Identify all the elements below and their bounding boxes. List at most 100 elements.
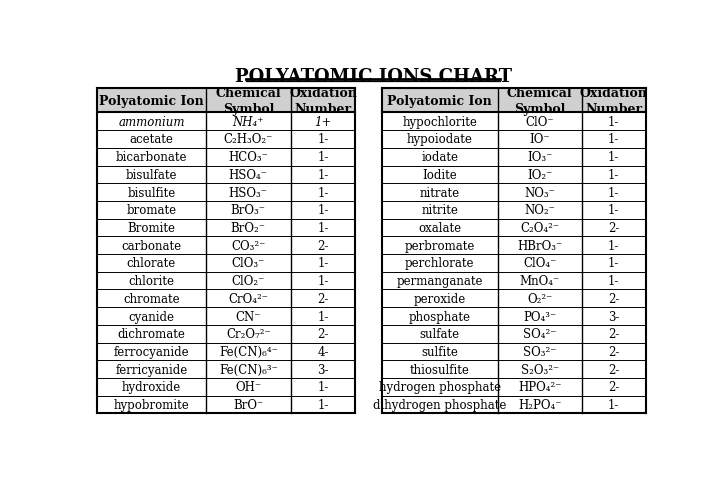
Text: C₂H₃O₂⁻: C₂H₃O₂⁻ — [223, 133, 273, 146]
Text: carbonate: carbonate — [122, 239, 181, 252]
Text: Cr₂O₇²⁻: Cr₂O₇²⁻ — [226, 328, 271, 341]
Text: dichromate: dichromate — [117, 328, 186, 341]
Text: 2-: 2- — [608, 221, 620, 234]
Text: Chemical
Symbol: Chemical Symbol — [215, 86, 281, 115]
Text: MnO₄⁻: MnO₄⁻ — [520, 275, 560, 288]
Text: NH₄⁺: NH₄⁺ — [232, 116, 264, 128]
Text: H₂PO₄⁻: H₂PO₄⁻ — [518, 398, 561, 411]
Text: 1+: 1+ — [314, 116, 332, 128]
Text: 1-: 1- — [608, 168, 620, 181]
Text: Fe(CN)₆⁴⁻: Fe(CN)₆⁴⁻ — [219, 345, 278, 358]
Text: 3-: 3- — [608, 310, 620, 323]
Text: permanganate: permanganate — [397, 275, 483, 288]
Text: Polyatomic Ion: Polyatomic Ion — [387, 94, 492, 107]
Text: cyanide: cyanide — [128, 310, 175, 323]
Text: 1-: 1- — [317, 186, 329, 199]
Text: 2-: 2- — [608, 345, 620, 358]
Text: chlorite: chlorite — [128, 275, 175, 288]
Text: chlorate: chlorate — [127, 257, 176, 270]
Text: Iodite: Iodite — [422, 168, 457, 181]
Text: Fe(CN)₆³⁻: Fe(CN)₆³⁻ — [219, 363, 278, 376]
Text: 1-: 1- — [608, 239, 620, 252]
Text: O₂²⁻: O₂²⁻ — [527, 292, 553, 305]
Text: 1-: 1- — [317, 133, 329, 146]
Text: 1-: 1- — [317, 398, 329, 411]
Text: SO₃²⁻: SO₃²⁻ — [523, 345, 556, 358]
Text: 1-: 1- — [317, 204, 329, 217]
Text: 1-: 1- — [608, 398, 620, 411]
Text: 1-: 1- — [317, 381, 329, 394]
Text: hydrogen phosphate: hydrogen phosphate — [379, 381, 501, 394]
Text: Bromite: Bromite — [127, 221, 175, 234]
Text: dihydrogen phosphate: dihydrogen phosphate — [373, 398, 507, 411]
Text: 1-: 1- — [317, 257, 329, 270]
Text: perbromate: perbromate — [405, 239, 475, 252]
Text: Oxidation
Number: Oxidation Number — [579, 86, 648, 115]
Text: SO₄²⁻: SO₄²⁻ — [523, 328, 556, 341]
Bar — [98, 89, 355, 113]
Text: IO₂⁻: IO₂⁻ — [527, 168, 553, 181]
Text: 1-: 1- — [608, 133, 620, 146]
Text: nitrate: nitrate — [419, 186, 460, 199]
Text: bisulfate: bisulfate — [126, 168, 177, 181]
Text: ClO₄⁻: ClO₄⁻ — [523, 257, 556, 270]
Text: bicarbonate: bicarbonate — [116, 151, 187, 164]
Text: 2-: 2- — [608, 381, 620, 394]
Text: PO₄³⁻: PO₄³⁻ — [523, 310, 556, 323]
Bar — [381, 89, 646, 113]
Text: HBrO₃⁻: HBrO₃⁻ — [517, 239, 562, 252]
Text: perchlorate: perchlorate — [405, 257, 475, 270]
Text: IO⁻: IO⁻ — [529, 133, 550, 146]
Text: IO₃⁻: IO₃⁻ — [527, 151, 553, 164]
Text: 4-: 4- — [317, 345, 329, 358]
Text: hypoiodate: hypoiodate — [407, 133, 472, 146]
Text: chromate: chromate — [123, 292, 180, 305]
Text: bisulfite: bisulfite — [127, 186, 175, 199]
Text: BrO₃⁻: BrO₃⁻ — [231, 204, 266, 217]
Text: Polyatomic Ion: Polyatomic Ion — [99, 94, 204, 107]
Text: 1-: 1- — [317, 221, 329, 234]
Text: HSO₃⁻: HSO₃⁻ — [229, 186, 268, 199]
Text: POLYATOMIC IONS CHART: POLYATOMIC IONS CHART — [234, 68, 512, 86]
Text: HCO₃⁻: HCO₃⁻ — [229, 151, 268, 164]
Text: NO₂⁻: NO₂⁻ — [524, 204, 555, 217]
Text: Chemical
Symbol: Chemical Symbol — [507, 86, 572, 115]
Text: 1-: 1- — [317, 275, 329, 288]
Text: OH⁻: OH⁻ — [235, 381, 261, 394]
Text: bromate: bromate — [127, 204, 176, 217]
Text: sulfite: sulfite — [422, 345, 458, 358]
Text: 1-: 1- — [317, 310, 329, 323]
Text: 2-: 2- — [608, 292, 620, 305]
Text: Oxidation
Number: Oxidation Number — [289, 86, 357, 115]
Text: 2-: 2- — [317, 239, 329, 252]
Text: 1-: 1- — [608, 116, 620, 128]
Text: 1-: 1- — [608, 275, 620, 288]
Text: nitrite: nitrite — [422, 204, 458, 217]
Text: HPO₄²⁻: HPO₄²⁻ — [518, 381, 561, 394]
Text: CO₃²⁻: CO₃²⁻ — [231, 239, 266, 252]
Text: ClO⁻: ClO⁻ — [526, 116, 554, 128]
Text: hypochlorite: hypochlorite — [403, 116, 477, 128]
Text: 2-: 2- — [608, 328, 620, 341]
Text: CrO₄²⁻: CrO₄²⁻ — [229, 292, 269, 305]
Text: NO₃⁻: NO₃⁻ — [524, 186, 555, 199]
Text: 1-: 1- — [317, 168, 329, 181]
Text: ammonium: ammonium — [118, 116, 185, 128]
Text: phosphate: phosphate — [408, 310, 471, 323]
Text: hydroxide: hydroxide — [122, 381, 181, 394]
Text: thiosulfite: thiosulfite — [410, 363, 470, 376]
Text: ClO₂⁻: ClO₂⁻ — [232, 275, 265, 288]
Text: 1-: 1- — [608, 186, 620, 199]
Text: sulfate: sulfate — [419, 328, 460, 341]
Text: ferricyanide: ferricyanide — [115, 363, 188, 376]
Text: ferrocyanide: ferrocyanide — [114, 345, 189, 358]
Text: 1-: 1- — [317, 151, 329, 164]
Text: CN⁻: CN⁻ — [236, 310, 261, 323]
Text: C₂O₄²⁻: C₂O₄²⁻ — [521, 221, 559, 234]
Text: oxalate: oxalate — [418, 221, 462, 234]
Text: 2-: 2- — [608, 363, 620, 376]
Text: 2-: 2- — [317, 328, 329, 341]
Text: peroxide: peroxide — [414, 292, 466, 305]
Text: 1-: 1- — [608, 151, 620, 164]
Text: ClO₃⁻: ClO₃⁻ — [232, 257, 265, 270]
